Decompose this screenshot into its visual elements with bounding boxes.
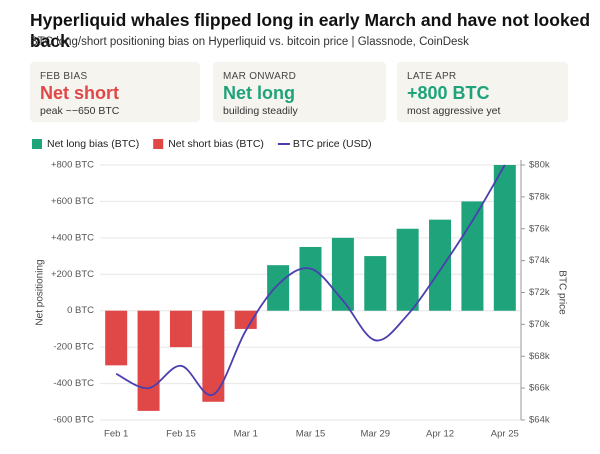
stat-card: LATE APR +800 BTC most aggressive yet xyxy=(397,62,568,122)
y-tick-label: +200 BTC xyxy=(51,269,94,280)
y-tick-label: -200 BTC xyxy=(53,342,94,353)
legend-swatch xyxy=(153,139,164,149)
card-value: Net long xyxy=(223,83,295,103)
y2-tick-label: $72k xyxy=(529,287,550,298)
subtitle: BTC long/short positioning bias on Hyper… xyxy=(30,36,469,48)
y2-tick-label: $64k xyxy=(529,415,550,426)
bar xyxy=(137,310,160,411)
x-tick-label: Feb 1 xyxy=(104,429,128,440)
stat-card: MAR ONWARD Net long building steadily xyxy=(213,62,386,122)
y2-tick-label: $76k xyxy=(529,223,550,234)
y-tick-label: +400 BTC xyxy=(51,232,94,243)
y2-tick-label: $66k xyxy=(529,383,550,394)
x-tick-label: Apr 25 xyxy=(491,429,519,440)
bar xyxy=(429,219,452,311)
card-value: Net short xyxy=(40,83,120,103)
card-note: building steadily xyxy=(223,105,298,117)
bar xyxy=(493,165,516,311)
y2-axis-title: BTC price xyxy=(556,270,567,315)
bar xyxy=(202,310,225,402)
x-tick-label: Mar 29 xyxy=(360,429,390,440)
x-tick-label: Mar 15 xyxy=(296,429,326,440)
y2-tick-label: $80k xyxy=(529,160,550,171)
legend-label: Net short bias (BTC) xyxy=(168,138,264,150)
y-axis-title: Net positioning xyxy=(35,259,46,325)
card-note: most aggressive yet xyxy=(407,105,501,117)
card-label: MAR ONWARD xyxy=(223,71,297,82)
card-value: +800 BTC xyxy=(407,83,490,103)
y-tick-label: +800 BTC xyxy=(51,160,94,171)
y-tick-label: -400 BTC xyxy=(53,378,94,389)
y2-tick-label: $74k xyxy=(529,255,550,266)
y-tick-label: 0 BTC xyxy=(67,305,94,316)
card-label: FEB BIAS xyxy=(40,71,88,82)
y-tick-label: +600 BTC xyxy=(51,196,94,207)
bar xyxy=(364,256,387,311)
bar xyxy=(267,265,290,311)
card-note: peak ~−650 BTC xyxy=(40,105,120,117)
price-line xyxy=(115,164,506,396)
bar xyxy=(461,201,484,311)
legend-swatch xyxy=(32,139,42,149)
stat-card: FEB BIAS Net short peak ~−650 BTC xyxy=(30,62,200,122)
y2-tick-label: $78k xyxy=(529,191,550,202)
card-label: LATE APR xyxy=(407,71,457,82)
y2-tick-label: $70k xyxy=(529,319,550,330)
bar xyxy=(105,310,128,366)
bar xyxy=(299,246,322,311)
x-tick-label: Mar 1 xyxy=(234,429,258,440)
legend-label: BTC price (USD) xyxy=(293,138,372,150)
y-tick-label: -600 BTC xyxy=(53,415,94,426)
bar xyxy=(396,228,419,311)
bar xyxy=(234,310,257,329)
y2-tick-label: $68k xyxy=(529,351,550,362)
bar xyxy=(331,237,354,311)
bar xyxy=(169,310,192,348)
legend-label: Net long bias (BTC) xyxy=(47,138,139,150)
x-tick-label: Feb 15 xyxy=(166,429,196,440)
x-tick-label: Apr 12 xyxy=(426,429,454,440)
title: Hyperliquid whales flipped long in early… xyxy=(30,10,591,51)
